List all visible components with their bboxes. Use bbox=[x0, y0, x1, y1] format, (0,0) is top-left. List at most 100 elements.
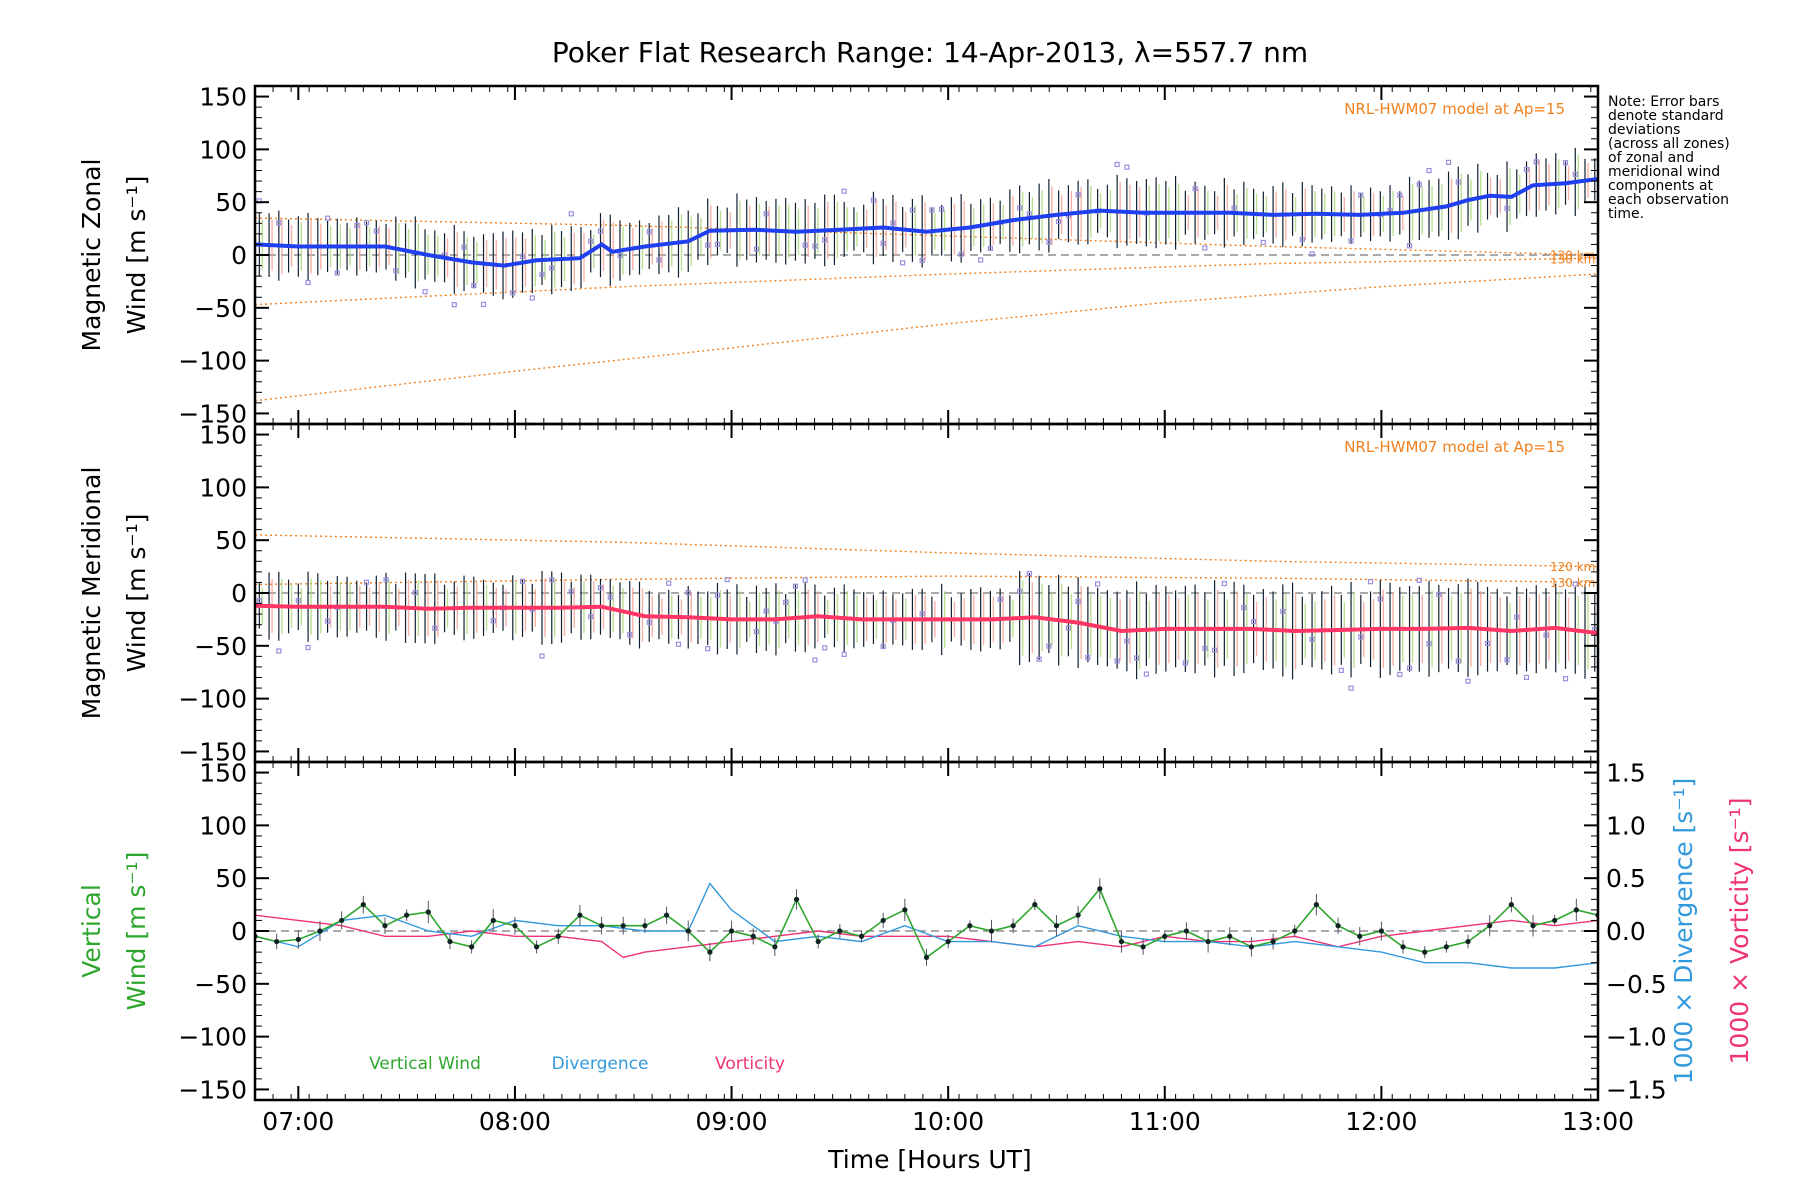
model-curve-label: 130 km bbox=[1550, 576, 1595, 590]
vertical-wind-point bbox=[382, 923, 388, 929]
zone-sample bbox=[393, 268, 399, 274]
zone-sample bbox=[987, 245, 994, 252]
vertical-wind-point bbox=[577, 912, 583, 918]
y2-tick-label: −0.5 bbox=[1606, 970, 1667, 999]
vertical-wind-point bbox=[1400, 944, 1406, 950]
y-tick-label: 0 bbox=[231, 917, 247, 946]
vertical-wind-point bbox=[1118, 938, 1125, 945]
note-line: (across all zones) bbox=[1608, 136, 1730, 152]
zone-sample bbox=[568, 211, 574, 217]
vertical-wind-point bbox=[1053, 923, 1060, 929]
zone-sample bbox=[1143, 671, 1149, 677]
zone-sample bbox=[383, 577, 389, 583]
y-tick-label: 100 bbox=[199, 473, 247, 502]
zone-sample bbox=[549, 265, 555, 271]
zone-sample bbox=[363, 220, 370, 226]
model-curve bbox=[255, 273, 1598, 402]
vertical-wind-point bbox=[988, 928, 995, 934]
vertical-wind-point bbox=[425, 909, 431, 915]
y2-tick-label: 0.0 bbox=[1606, 917, 1646, 946]
vertical-wind-point bbox=[902, 907, 908, 913]
zone-sample bbox=[1299, 236, 1305, 243]
note-line: time. bbox=[1608, 206, 1645, 222]
zone-sample bbox=[705, 242, 711, 248]
zone-sample bbox=[471, 282, 477, 289]
y-tick-label: −100 bbox=[178, 1023, 247, 1052]
zone-sample bbox=[919, 257, 925, 264]
zone-sample bbox=[792, 583, 799, 589]
zone-sample bbox=[1036, 656, 1042, 662]
y-tick-label: −100 bbox=[178, 685, 247, 714]
zone-sample bbox=[929, 207, 935, 213]
y-tick-label: 50 bbox=[215, 864, 247, 893]
zone-sample bbox=[539, 653, 545, 659]
vertical-wind-point bbox=[815, 938, 821, 945]
model-label: NRL-HWM07 model at Ap=15 bbox=[1344, 438, 1565, 456]
zone-sample bbox=[1465, 678, 1471, 684]
vertical-wind-point bbox=[967, 923, 973, 929]
note-line: components at bbox=[1608, 178, 1714, 194]
zone-sample bbox=[363, 579, 370, 585]
zone-sample bbox=[880, 240, 886, 247]
chart-title: Poker Flat Research Range: 14-Apr-2013, … bbox=[552, 36, 1308, 69]
zone-sample bbox=[1114, 161, 1120, 168]
y-tick-label: 50 bbox=[215, 188, 247, 217]
y-tick-label: 150 bbox=[199, 759, 247, 788]
zone-sample bbox=[510, 290, 516, 296]
zone-sample bbox=[1026, 570, 1032, 577]
zone-sample bbox=[451, 302, 457, 308]
vertical-wind-point bbox=[1378, 928, 1384, 934]
meridional-panel-data bbox=[255, 534, 1598, 691]
zone-sample bbox=[1562, 160, 1569, 166]
vertical-wind-point bbox=[1162, 933, 1168, 939]
vertical-wind-point bbox=[1422, 949, 1428, 955]
zone-sample bbox=[1514, 614, 1520, 620]
zone-sample bbox=[1085, 654, 1091, 661]
vertical-wind-point bbox=[880, 917, 886, 924]
zone-sample bbox=[714, 592, 721, 598]
zone-sample bbox=[1436, 591, 1442, 598]
vertical-wind-point bbox=[512, 923, 518, 929]
y2-axis-label: 1000 × Vorticity [s⁻¹] bbox=[1725, 798, 1754, 1065]
vertical-wind-point bbox=[447, 938, 453, 945]
vertical-wind-point bbox=[642, 923, 648, 929]
x-tick-label: 08:00 bbox=[479, 1107, 551, 1136]
vertical-wind-point bbox=[339, 917, 345, 924]
zone-sample bbox=[724, 576, 730, 583]
zonal-mean-line bbox=[255, 177, 1598, 268]
x-tick-label: 10:00 bbox=[912, 1107, 984, 1136]
vertical-panel-data bbox=[255, 878, 1598, 969]
zone-sample bbox=[1221, 580, 1227, 587]
zone-sample bbox=[1397, 671, 1403, 678]
zone-sample bbox=[1426, 641, 1432, 647]
y-tick-label: −50 bbox=[194, 294, 247, 323]
zone-sample bbox=[656, 257, 662, 263]
legend-entry: Divergence bbox=[552, 1054, 649, 1074]
zone-sample bbox=[1348, 685, 1354, 691]
zone-sample bbox=[1572, 171, 1578, 177]
x-tick-label: 07:00 bbox=[262, 1107, 334, 1136]
y-tick-label: −150 bbox=[178, 1075, 247, 1104]
zone-sample bbox=[753, 246, 760, 252]
zone-sample bbox=[1445, 159, 1452, 165]
x-tick-label: 13:00 bbox=[1562, 1107, 1634, 1136]
zone-sample bbox=[1250, 619, 1257, 625]
vertical-wind-point bbox=[750, 933, 756, 939]
zone-sample bbox=[1348, 238, 1354, 244]
y-axis-label: Wind [m s⁻¹] bbox=[122, 852, 151, 1011]
zone-sample bbox=[1017, 588, 1023, 594]
zone-sample bbox=[1211, 647, 1218, 653]
y-tick-label: −150 bbox=[178, 737, 247, 766]
zone-sample bbox=[1182, 660, 1188, 666]
note-line: of zonal and bbox=[1608, 150, 1694, 166]
vertical-wind-point bbox=[360, 901, 366, 908]
zone-sample bbox=[919, 611, 925, 617]
zone-sample bbox=[539, 271, 545, 277]
y-tick-label: 150 bbox=[199, 83, 247, 112]
zone-sample bbox=[1192, 185, 1198, 192]
zone-sample bbox=[1543, 632, 1549, 638]
zone-sample bbox=[822, 645, 828, 651]
vertical-wind-point bbox=[793, 896, 800, 902]
y2-tick-label: −1.0 bbox=[1606, 1023, 1667, 1052]
